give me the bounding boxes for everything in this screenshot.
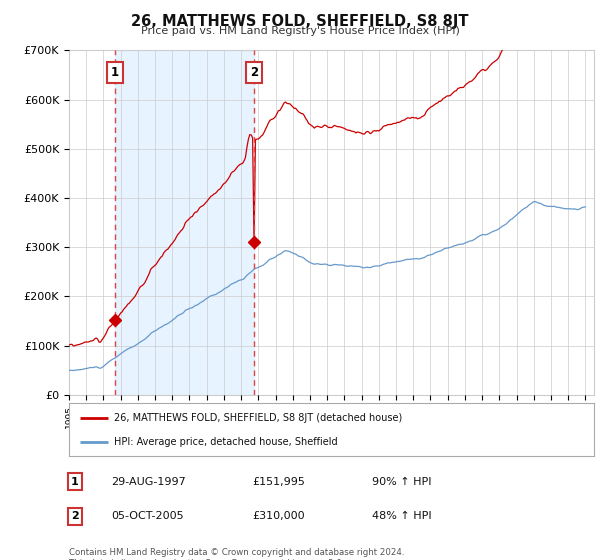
- Text: 29-AUG-1997: 29-AUG-1997: [111, 477, 186, 487]
- Text: £151,995: £151,995: [252, 477, 305, 487]
- Text: 26, MATTHEWS FOLD, SHEFFIELD, S8 8JT (detached house): 26, MATTHEWS FOLD, SHEFFIELD, S8 8JT (de…: [113, 413, 402, 423]
- Text: 05-OCT-2005: 05-OCT-2005: [111, 511, 184, 521]
- Text: 48% ↑ HPI: 48% ↑ HPI: [372, 511, 431, 521]
- Text: 2: 2: [71, 511, 79, 521]
- Text: Price paid vs. HM Land Registry's House Price Index (HPI): Price paid vs. HM Land Registry's House …: [140, 26, 460, 36]
- Text: £310,000: £310,000: [252, 511, 305, 521]
- Text: 1: 1: [71, 477, 79, 487]
- Text: Contains HM Land Registry data © Crown copyright and database right 2024.
This d: Contains HM Land Registry data © Crown c…: [69, 548, 404, 560]
- Text: HPI: Average price, detached house, Sheffield: HPI: Average price, detached house, Shef…: [113, 436, 337, 446]
- Text: 26, MATTHEWS FOLD, SHEFFIELD, S8 8JT: 26, MATTHEWS FOLD, SHEFFIELD, S8 8JT: [131, 14, 469, 29]
- Bar: [115, 50, 254, 395]
- Text: 2: 2: [250, 66, 258, 79]
- Text: 90% ↑ HPI: 90% ↑ HPI: [372, 477, 431, 487]
- Text: 1: 1: [111, 66, 119, 79]
